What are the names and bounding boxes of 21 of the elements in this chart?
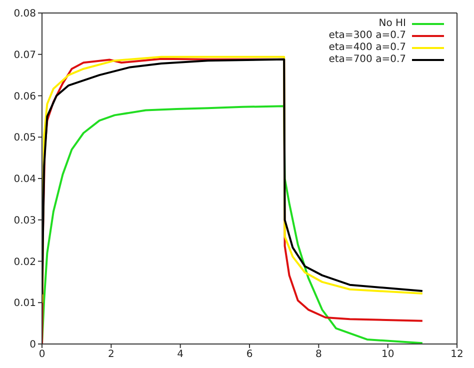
y-tick-label: 0.05 xyxy=(14,132,36,144)
y-tick-label: 0.07 xyxy=(14,50,36,61)
line-series xyxy=(42,105,424,344)
y-tick-label: 0.04 xyxy=(14,174,36,186)
legend-label: eta=400 a=0.7 xyxy=(328,42,406,54)
x-tick-label: 8 xyxy=(315,349,322,360)
x-tick-label: 10 xyxy=(381,349,394,360)
y-tick-label: 0.06 xyxy=(14,91,36,102)
y-tick-label: 0.01 xyxy=(14,298,36,310)
x-tick-label: 2 xyxy=(108,349,114,360)
legend-label: eta=300 a=0.7 xyxy=(328,30,406,42)
legend-label: eta=700 a=0.7 xyxy=(328,54,406,66)
x-tick-label: 12 xyxy=(450,349,464,360)
y-tick-label: 0.03 xyxy=(14,215,36,226)
y-tick-label: 0.02 xyxy=(14,256,36,268)
y-tick-label: 0.08 xyxy=(14,8,36,20)
x-tick-label: 6 xyxy=(246,349,253,360)
x-tick-label: 0 xyxy=(38,349,46,360)
x-tick-label: 4 xyxy=(177,349,184,360)
y-tick-label: 0 xyxy=(30,340,36,351)
legend-label: No HI xyxy=(378,18,406,30)
